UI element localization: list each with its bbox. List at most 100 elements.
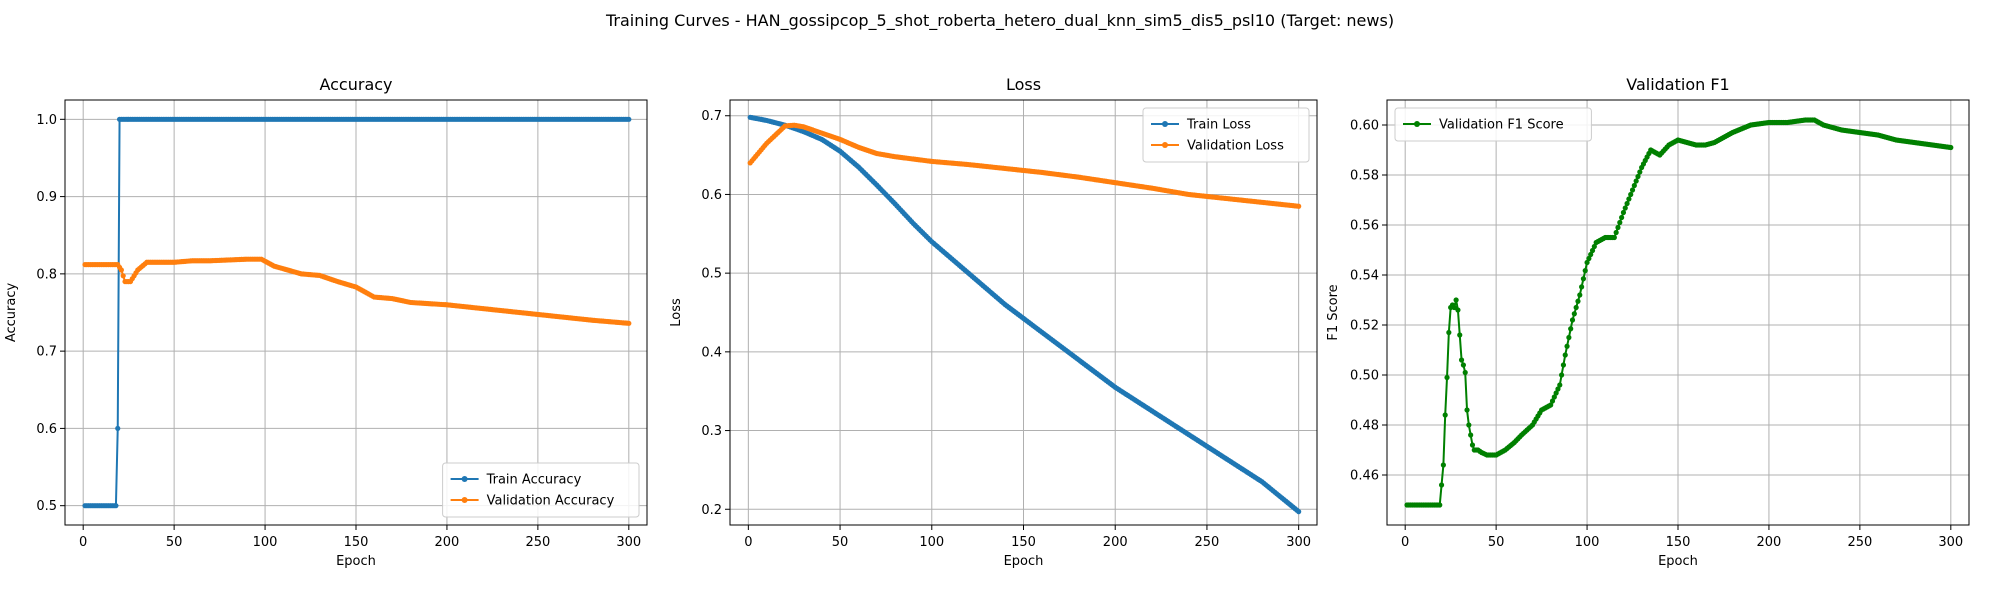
y-tick-label: 0.48: [1350, 419, 1379, 434]
data-point: [1582, 268, 1588, 274]
y-tick-label: 0.56: [1350, 219, 1379, 234]
data-point: [1633, 178, 1639, 184]
y-axis-label: F1 Score: [1326, 284, 1341, 340]
y-axis-label: Loss: [669, 298, 684, 327]
x-tick-label: 200: [435, 535, 460, 550]
data-point: [1579, 284, 1585, 290]
y-tick-label: 0.7: [36, 345, 57, 360]
x-tick-label: 150: [344, 535, 369, 550]
legend-label: Validation Loss: [1187, 139, 1284, 154]
legend: Train Accuracy Validation Accuracy: [442, 462, 640, 518]
legend-box: [442, 462, 640, 518]
data-point: [1444, 374, 1450, 381]
y-tick-label: 0.5: [36, 499, 57, 514]
data-point: [1438, 482, 1445, 488]
x-tick-label: 250: [1195, 535, 1220, 550]
y-tick-label: 0.9: [36, 190, 57, 205]
x-axis-label: Epoch: [336, 554, 376, 569]
data-point: [1296, 203, 1302, 209]
y-tick-label: 0.3: [701, 424, 722, 439]
x-tick-label: 50: [1488, 535, 1505, 550]
data-point: [1635, 173, 1641, 180]
legend-marker: [461, 497, 468, 503]
data-point: [1460, 362, 1466, 368]
data-point: [1462, 369, 1468, 376]
data-point: [120, 273, 126, 279]
data-point: [1586, 255, 1592, 262]
figure-title: Training Curves - HAN_gossipcop_5_shot_r…: [605, 11, 1394, 31]
x-tick-label: 0: [1401, 535, 1409, 550]
series-markers: [1404, 117, 1954, 508]
data-point: [1948, 144, 1954, 151]
data-point: [1446, 329, 1452, 336]
legend-marker: [1414, 121, 1420, 127]
data-point: [1457, 332, 1463, 338]
legend-label: Train Accuracy: [486, 473, 582, 488]
data-point: [1613, 229, 1619, 236]
data-point: [1611, 234, 1617, 241]
data-point: [1464, 407, 1470, 413]
legend-box: [1142, 107, 1310, 163]
data-point: [1440, 462, 1446, 468]
data-point: [1619, 214, 1625, 221]
legend-label: Train Loss: [1186, 118, 1251, 133]
data-point: [1455, 307, 1461, 313]
x-tick-label: 300: [616, 535, 641, 550]
legend-label: Validation F1 Score: [1439, 118, 1564, 133]
chart-title: Accuracy: [319, 75, 392, 94]
data-point: [1573, 304, 1579, 311]
y-tick-label: 0.54: [1350, 269, 1379, 284]
data-point: [1615, 224, 1621, 231]
y-tick-label: 0.4: [701, 345, 722, 360]
data-point: [1548, 402, 1554, 408]
data-point: [1562, 352, 1568, 358]
legend-label: Validation Accuracy: [487, 494, 615, 509]
x-tick-label: 100: [919, 535, 944, 550]
chart-panel-1: 0 50 100 150 200 250 300 0.5 0.6 0.7 0.8 0.9 1.0 Accu…: [4, 75, 648, 569]
data-point: [1469, 442, 1476, 448]
y-tick-label: 0.46: [1350, 469, 1379, 484]
data-point: [1588, 251, 1594, 258]
data-point: [1631, 182, 1637, 189]
data-point: [1617, 219, 1623, 226]
y-tick-label: 0.60: [1350, 119, 1379, 134]
data-point: [113, 503, 119, 509]
y-tick-label: 0.58: [1350, 169, 1379, 184]
data-point: [1466, 422, 1472, 428]
data-point: [1620, 209, 1627, 216]
data-point: [1551, 394, 1557, 400]
data-point: [1580, 276, 1587, 282]
legend-box: [1394, 107, 1592, 142]
data-point: [1589, 247, 1596, 254]
data-point: [118, 267, 124, 273]
y-tick-label: 1.0: [36, 113, 57, 128]
data-point: [626, 116, 632, 122]
y-axis-label: Accuracy: [4, 283, 19, 343]
x-tick-label: 0: [744, 535, 752, 550]
x-tick-label: 250: [1847, 535, 1872, 550]
data-point: [1296, 509, 1302, 515]
data-point: [1568, 326, 1574, 332]
x-tick-label: 200: [1757, 535, 1782, 550]
data-point: [1458, 357, 1465, 363]
y-tick-label: 0.5: [701, 267, 722, 282]
y-tick-label: 0.8: [36, 267, 57, 282]
data-point: [1577, 292, 1583, 298]
x-tick-label: 200: [1103, 535, 1128, 550]
data-point: [115, 425, 121, 432]
data-point: [1622, 205, 1628, 211]
data-point: [1575, 298, 1581, 304]
data-point: [1557, 382, 1563, 388]
data-point: [1584, 259, 1590, 266]
series-markers: [82, 116, 632, 509]
data-point: [1559, 372, 1565, 378]
x-tick-label: 50: [166, 535, 183, 550]
data-point: [1566, 334, 1572, 341]
legend: Validation F1 Score: [1394, 107, 1592, 142]
x-axis-label: Epoch: [1004, 554, 1044, 569]
data-point: [1555, 386, 1561, 392]
series-markers: [747, 114, 1302, 515]
data-point: [1560, 362, 1567, 368]
chart-panels: 0 50 100 150 200 250 300 0.5 0.6 0.7 0.8 0.9 1.0 Accu…: [4, 75, 1970, 569]
